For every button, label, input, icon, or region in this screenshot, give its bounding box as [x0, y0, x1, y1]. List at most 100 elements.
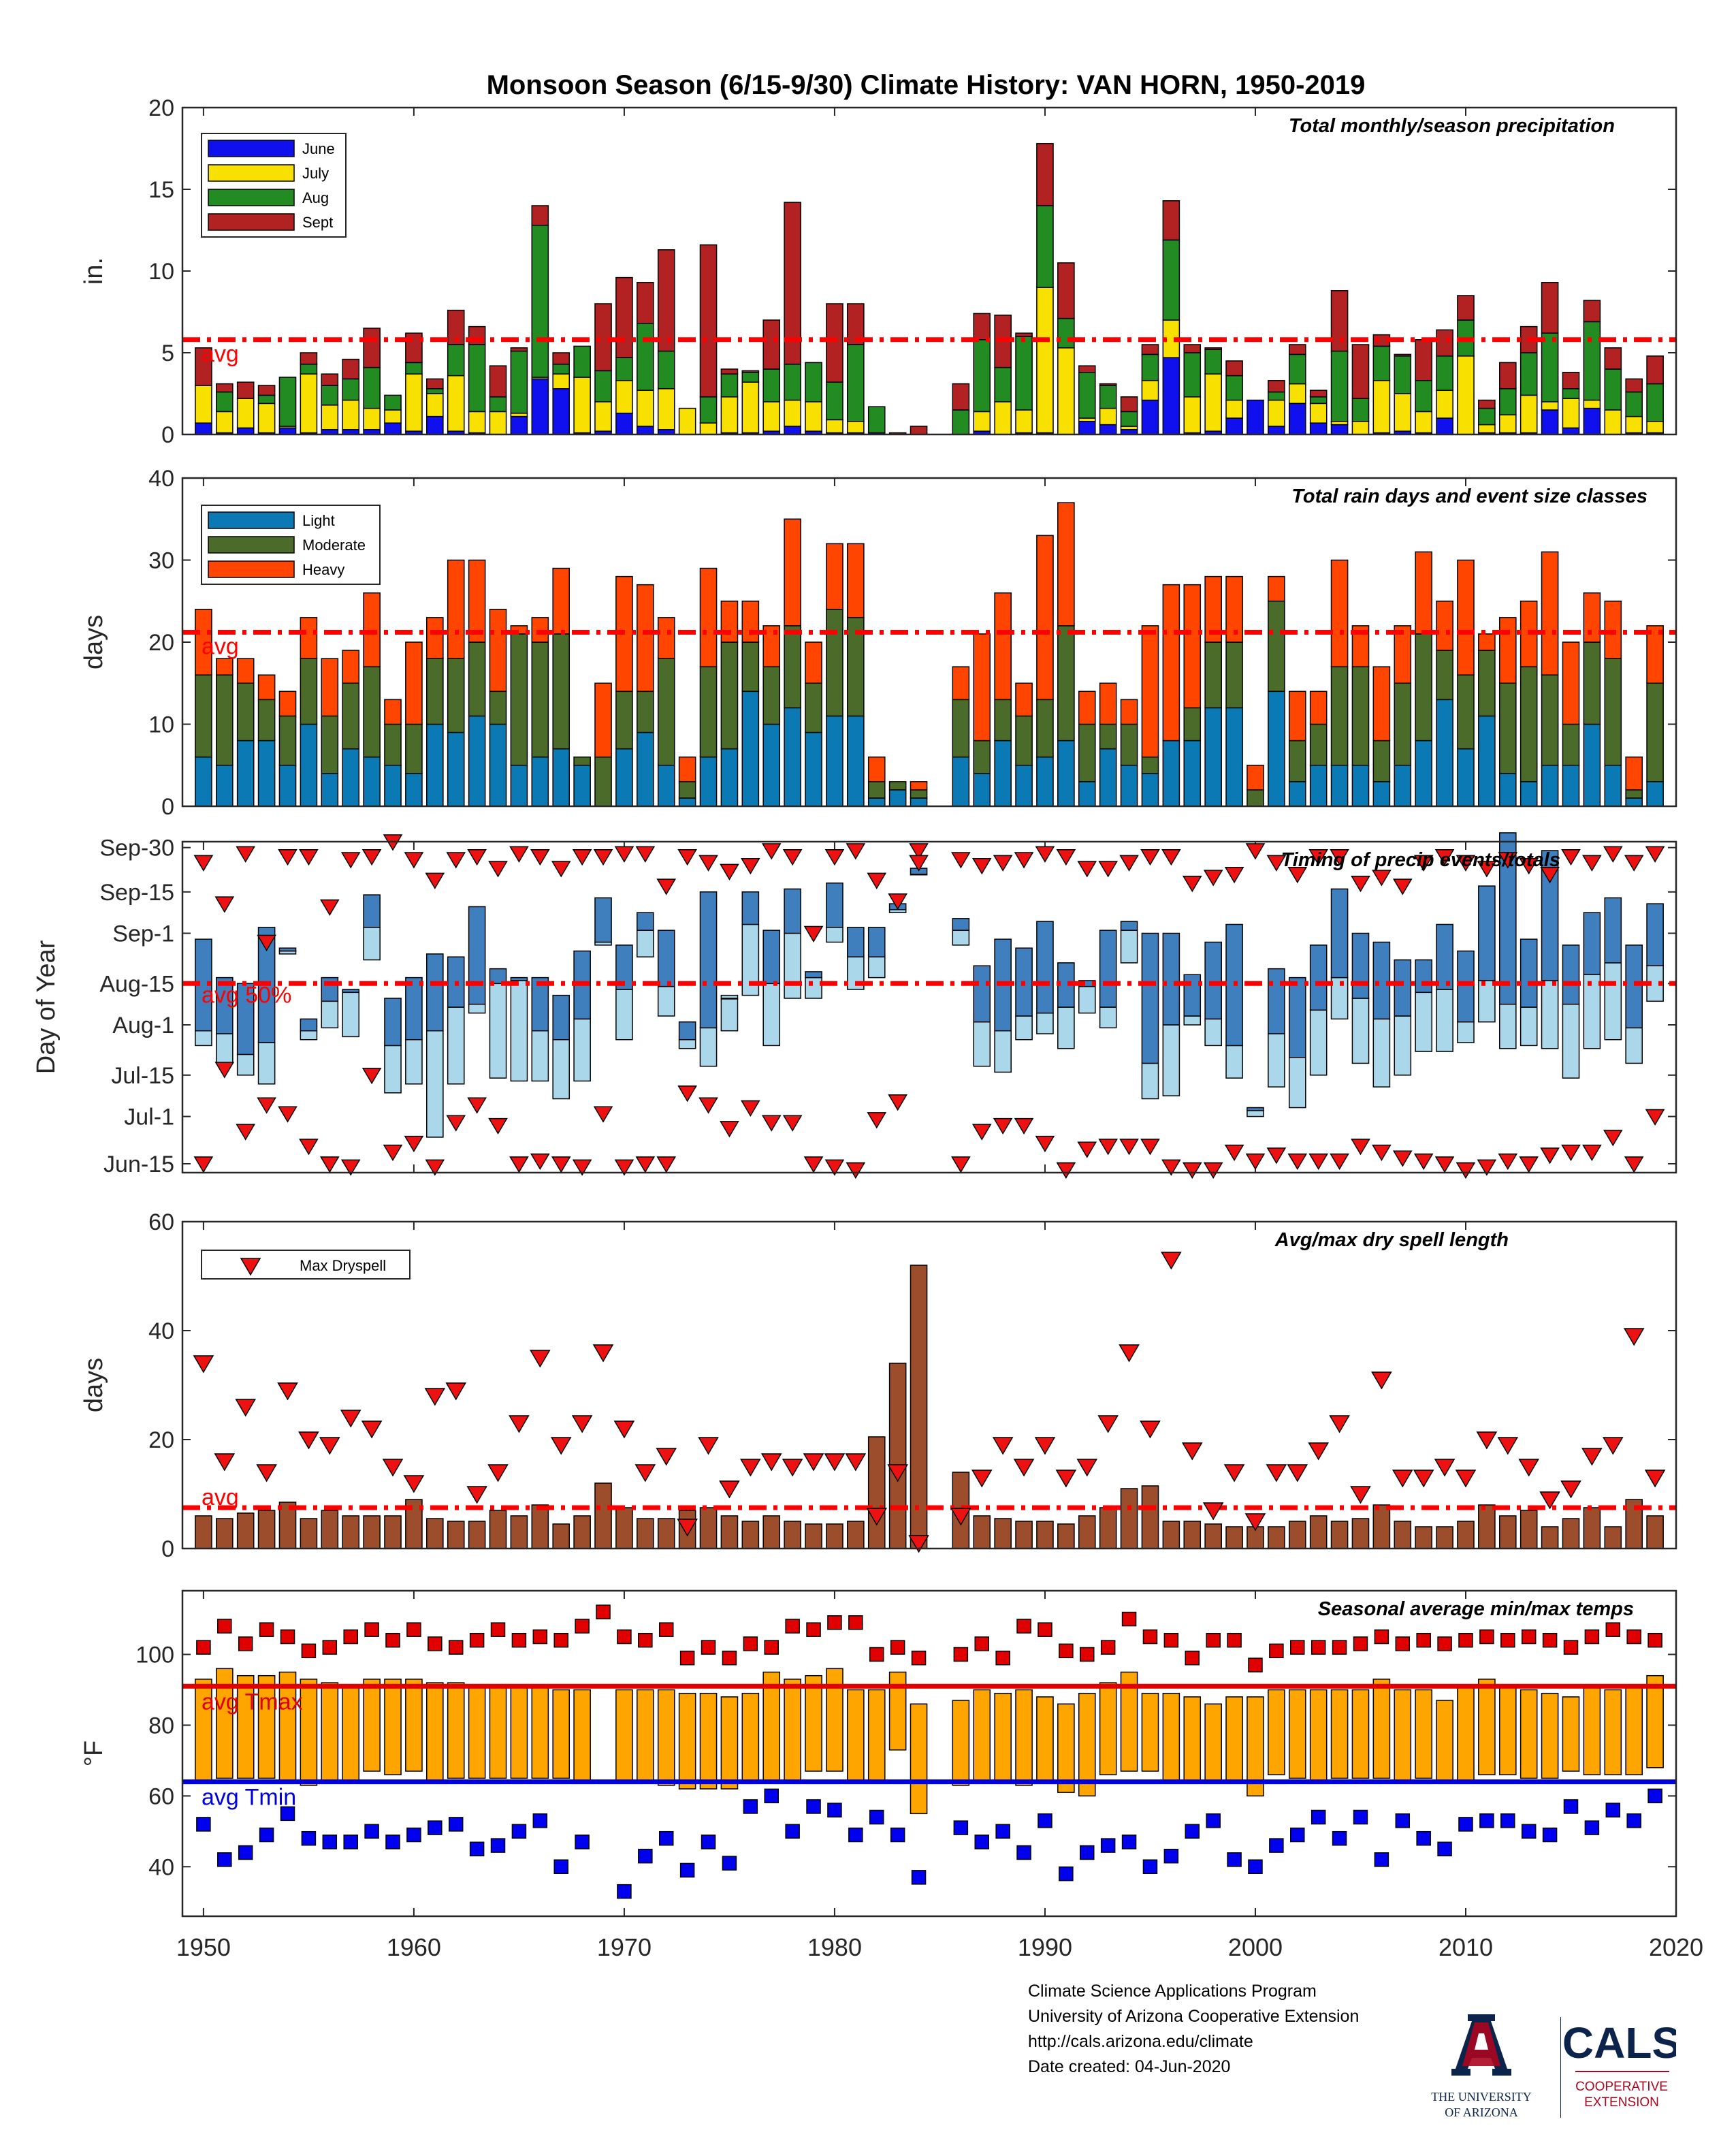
raindays-bar-moderate — [1183, 707, 1202, 742]
x-tick-label: 1980 — [807, 1933, 862, 1961]
first-event-marker — [299, 1139, 319, 1156]
x-tick-label: 1960 — [387, 1933, 441, 1961]
first-event-marker — [1287, 1153, 1308, 1171]
precip-bar-sept — [699, 244, 718, 398]
temp-range-bar — [573, 1689, 591, 1783]
precip-bar-aug — [1415, 380, 1432, 413]
raindays-bar-moderate — [784, 625, 801, 709]
first-event-marker — [1392, 1150, 1413, 1167]
avg-dryspell-bar — [1562, 1518, 1580, 1549]
precip-bar-sept — [552, 352, 570, 365]
temp-range-bar — [510, 1685, 528, 1779]
timing-bar-25-50 — [699, 1027, 718, 1067]
tmin-marker — [1080, 1845, 1095, 1860]
precip-bar-july — [994, 401, 1012, 435]
raindays-bar-heavy — [1394, 625, 1412, 684]
precip-bar-june — [426, 415, 444, 435]
tmin-marker — [1185, 1824, 1200, 1839]
raindays-bar-moderate — [1520, 666, 1538, 782]
figure-title: Monsoon Season (6/15-9/30) Climate Histo… — [487, 70, 1366, 100]
raindays-bar-heavy — [1604, 601, 1622, 659]
max-dryspell-marker — [1623, 1328, 1645, 1346]
precip-bar-aug — [867, 406, 886, 434]
precip-bar-july — [1415, 411, 1432, 434]
last-event-marker — [1161, 848, 1181, 866]
precip-bar-july — [1057, 347, 1075, 435]
first-event-marker — [761, 1115, 782, 1132]
tmax-marker — [1016, 1619, 1031, 1634]
precip-bar-july — [1309, 402, 1328, 424]
precip-bar-july — [1498, 414, 1517, 434]
raindays-bar-light — [847, 715, 865, 807]
timing-bar-25-50 — [1604, 962, 1622, 1041]
max-dryspell-marker — [1581, 1448, 1603, 1466]
first-event-marker — [361, 1068, 382, 1085]
avg-dryspell-bar — [510, 1515, 528, 1549]
timing-bar-50-75 — [384, 998, 402, 1047]
timing-bar-25-50 — [1351, 998, 1370, 1064]
raindays-bar-moderate — [1015, 715, 1033, 766]
last-event-marker — [1372, 870, 1392, 887]
last-event-marker — [741, 857, 760, 875]
max-dryspell-marker — [908, 1535, 929, 1553]
temp-range-bar — [1415, 1689, 1432, 1779]
timing-bar-25-50 — [1036, 1012, 1054, 1034]
raindays-bar-moderate — [405, 723, 423, 774]
timing-bar-50-75 — [699, 891, 718, 1029]
precip-bar-sept — [1288, 344, 1306, 355]
precip-bar-sept — [1604, 347, 1622, 370]
avg-dryspell-bar — [1351, 1518, 1370, 1549]
raindays-bar-light — [699, 756, 718, 807]
timing-bar-25-50 — [1541, 980, 1559, 1049]
precip-bar-july — [1646, 421, 1664, 434]
temp-range-bar — [384, 1679, 402, 1775]
raindays-bar-moderate — [1562, 723, 1580, 766]
tmin-marker — [448, 1817, 464, 1832]
raindays-bar-light — [1268, 690, 1285, 807]
raindays-bar-light — [321, 773, 339, 807]
temp-range-bar — [888, 1671, 907, 1751]
max-dryspell-marker — [1287, 1464, 1308, 1482]
legend-entry: Max Dryspell — [300, 1257, 386, 1274]
last-event-marker — [467, 848, 487, 866]
tmin-marker — [428, 1820, 443, 1835]
first-event-marker — [572, 1159, 592, 1176]
raindays-bar-heavy — [994, 592, 1012, 701]
y-tick-label: Jun-15 — [103, 1152, 174, 1177]
tmax-marker — [638, 1632, 653, 1648]
panel-2: 0 10 20 30 40 days avg Light Moderate Heavy Total … — [80, 466, 1677, 820]
timing-bar-25-50 — [531, 1030, 549, 1082]
raindays-bar-moderate — [888, 781, 907, 791]
precip-bar-june — [1099, 424, 1117, 435]
timing-bar-25-50 — [426, 1030, 444, 1138]
last-event-marker — [1056, 848, 1076, 866]
timing-bar-25-50 — [952, 930, 970, 946]
timing-bar-25-50 — [216, 1033, 234, 1064]
precip-bar-aug — [1330, 350, 1349, 422]
last-event-marker — [236, 846, 256, 863]
footer-line-url[interactable]: http://cals.arizona.edu/climate — [1028, 2032, 1253, 2051]
timing-bar-25-50 — [1247, 1110, 1264, 1117]
raindays-bar-light — [1120, 765, 1138, 807]
precip-bar-july — [762, 401, 781, 432]
timing-bar-25-50 — [994, 1030, 1012, 1073]
raindays-bar-heavy — [1078, 690, 1096, 725]
tmin-marker — [385, 1835, 400, 1850]
timing-bar-50-75 — [1351, 932, 1370, 999]
raindays-bar-light — [973, 773, 991, 807]
raindays-bar-heavy — [216, 658, 234, 676]
precip-bar-july — [1562, 398, 1580, 429]
avg-dryspell-bar — [594, 1482, 612, 1549]
precip-bar-sept — [510, 347, 528, 352]
precip-bar-july — [573, 377, 591, 434]
first-event-marker — [677, 1085, 697, 1102]
tmin-marker — [259, 1827, 274, 1843]
precip-bar-june — [552, 388, 570, 435]
precip-bar-june — [1247, 399, 1264, 435]
legend: June July Aug Sept — [201, 133, 347, 238]
tmax-marker — [406, 1622, 421, 1637]
precip-bar-sept — [657, 249, 675, 352]
temp-range-bar — [1036, 1696, 1054, 1783]
tmax-marker — [743, 1636, 758, 1651]
tmin-marker — [1458, 1817, 1473, 1832]
